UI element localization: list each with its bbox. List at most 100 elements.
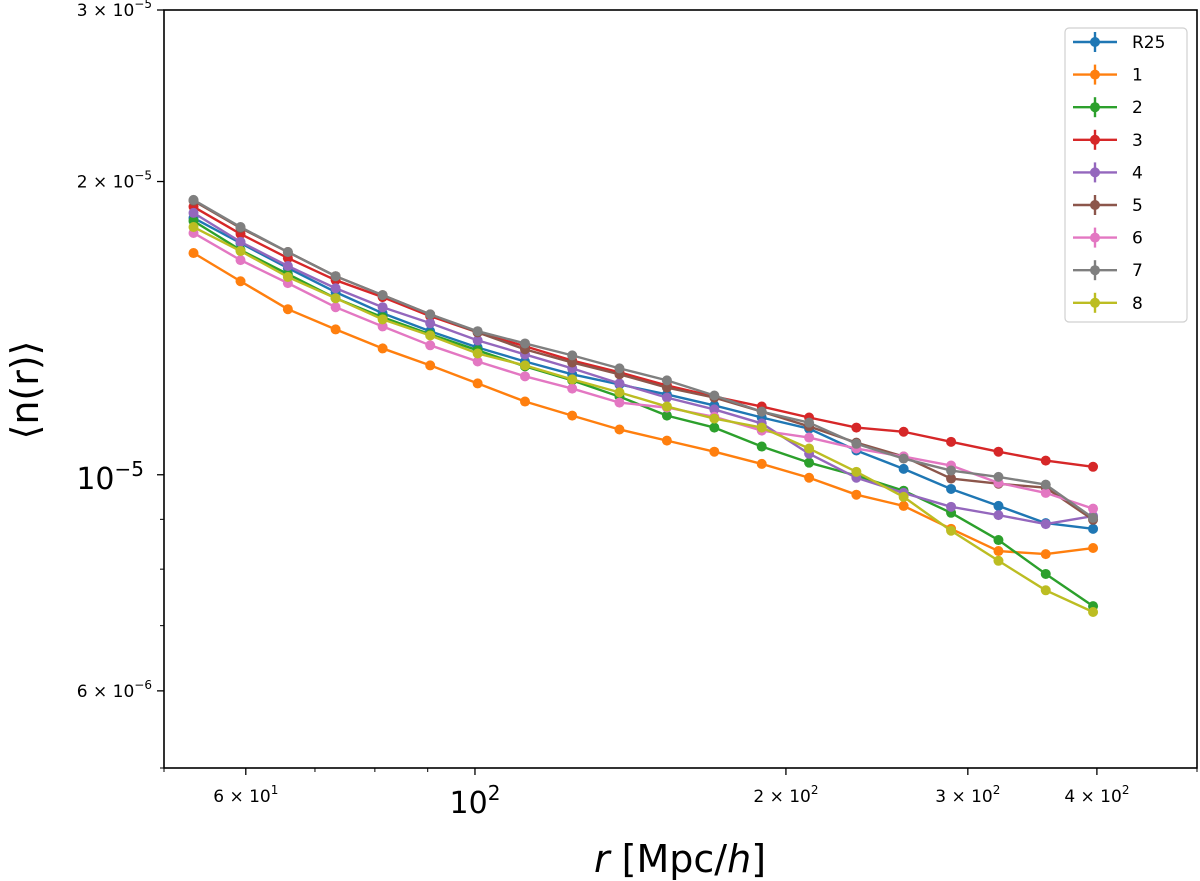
data-point-7-3 xyxy=(330,271,341,282)
y-tick-label-0: 3 × 10−5 xyxy=(77,0,152,21)
data-point-8-12 xyxy=(756,422,767,433)
data-point-1-6 xyxy=(472,378,483,389)
data-point-6-13 xyxy=(804,432,815,443)
data-point-8-16 xyxy=(946,525,957,536)
data-point-1-13 xyxy=(804,472,815,483)
legend-label: 4 xyxy=(1132,163,1143,183)
data-point-2-18 xyxy=(1040,568,1051,579)
data-point-7-4 xyxy=(377,290,388,301)
data-point-6-4 xyxy=(377,321,388,332)
data-point-8-1 xyxy=(235,246,246,257)
data-point-7-0 xyxy=(188,194,199,205)
legend-label: 3 xyxy=(1132,131,1143,151)
legend-label: 8 xyxy=(1132,294,1143,314)
series-5 xyxy=(188,195,1099,525)
series-line-8 xyxy=(192,225,1094,614)
data-point-1-19 xyxy=(1088,543,1099,554)
data-point-6-3 xyxy=(330,302,341,313)
data-point-7-13 xyxy=(804,417,815,428)
x-tick-label-3: 3 × 102 xyxy=(935,783,1000,807)
data-point-R25-16 xyxy=(946,483,957,494)
data-point-6-18 xyxy=(1040,487,1051,498)
legend-item-2: 2 xyxy=(1073,97,1143,118)
data-point-8-10 xyxy=(661,401,672,412)
tick-layer: 6 × 101 102 2 × 102 3 × 102 4 × 102 3 × 10−5 2… xyxy=(76,0,1198,821)
x-axis-label: r [Mpc/h] xyxy=(594,837,766,881)
plot-frame xyxy=(163,9,1198,769)
data-point-6-19 xyxy=(1088,503,1099,514)
data-point-8-14 xyxy=(851,466,862,477)
data-point-5-16 xyxy=(946,473,957,484)
data-point-4-17 xyxy=(993,510,1004,521)
y-tick-label-1: 2 × 10−5 xyxy=(77,169,152,193)
data-point-R25-17 xyxy=(993,500,1004,511)
data-point-7-16 xyxy=(946,465,957,476)
legend-box xyxy=(1064,27,1188,323)
data-point-8-17 xyxy=(993,555,1004,566)
legend-label: 7 xyxy=(1132,261,1143,281)
data-point-7-18 xyxy=(1040,479,1051,490)
data-point-7-2 xyxy=(282,247,293,258)
series-line-6 xyxy=(192,231,1094,510)
data-point-1-3 xyxy=(330,324,341,335)
x-axis-label-unit-suffix: ] xyxy=(751,837,766,881)
data-point-8-9 xyxy=(614,387,625,398)
legend-item-5: 5 xyxy=(1073,195,1143,216)
data-point-8-4 xyxy=(377,314,388,325)
data-point-4-9 xyxy=(614,378,625,389)
data-point-4-4 xyxy=(377,302,388,313)
series-line-2 xyxy=(192,219,1094,608)
data-point-1-15 xyxy=(898,500,909,511)
legend-marker xyxy=(1090,102,1100,113)
data-point-3-19 xyxy=(1088,461,1099,472)
legend-marker xyxy=(1090,297,1100,308)
data-point-R25-19 xyxy=(1088,523,1099,534)
data-point-3-16 xyxy=(946,436,957,447)
data-point-1-5 xyxy=(425,360,436,371)
data-point-4-6 xyxy=(472,335,483,346)
data-point-7-5 xyxy=(425,309,436,320)
data-point-2-17 xyxy=(993,535,1004,546)
series-7 xyxy=(188,194,1099,523)
data-point-1-11 xyxy=(709,446,720,457)
data-point-6-5 xyxy=(425,340,436,351)
data-point-6-1 xyxy=(235,255,246,266)
data-point-8-8 xyxy=(567,374,578,385)
data-point-1-2 xyxy=(282,304,293,315)
data-point-4-16 xyxy=(946,501,957,512)
data-point-5-8 xyxy=(567,357,578,368)
x-tick-label-4: 4 × 102 xyxy=(1064,783,1129,807)
x-axis-label-unit-prefix: [Mpc/ xyxy=(610,837,728,881)
legend-label: 5 xyxy=(1132,196,1143,216)
data-point-4-2 xyxy=(282,261,293,272)
legend-item-7: 7 xyxy=(1073,260,1143,281)
legend-item-1: 1 xyxy=(1073,64,1143,86)
legend-marker xyxy=(1090,265,1100,276)
data-point-1-18 xyxy=(1040,549,1051,560)
data-point-4-3 xyxy=(330,283,341,294)
legend-label: 1 xyxy=(1132,66,1143,86)
data-point-2-12 xyxy=(756,441,767,452)
data-point-5-10 xyxy=(661,382,672,393)
data-point-4-10 xyxy=(661,392,672,403)
data-point-8-2 xyxy=(282,271,293,282)
data-point-R25-15 xyxy=(898,463,909,474)
legend-marker xyxy=(1090,200,1100,210)
legend-item-R25: R25 xyxy=(1073,32,1165,53)
data-point-1-14 xyxy=(851,489,862,500)
y-tick-label-2: 10−5 xyxy=(76,457,144,497)
data-point-3-15 xyxy=(898,426,909,437)
legend-item-6: 6 xyxy=(1073,227,1143,249)
legend-marker xyxy=(1090,232,1100,243)
data-point-8-0 xyxy=(188,222,199,233)
data-point-8-13 xyxy=(804,443,815,454)
data-point-7-15 xyxy=(898,453,909,464)
legend-marker xyxy=(1090,37,1100,47)
data-point-1-10 xyxy=(661,435,672,446)
data-point-6-7 xyxy=(520,371,531,382)
data-point-7-8 xyxy=(567,350,578,361)
data-point-7-1 xyxy=(235,222,246,233)
data-point-1-0 xyxy=(188,248,199,259)
data-point-8-6 xyxy=(472,348,483,359)
legend-label: R25 xyxy=(1132,33,1165,53)
